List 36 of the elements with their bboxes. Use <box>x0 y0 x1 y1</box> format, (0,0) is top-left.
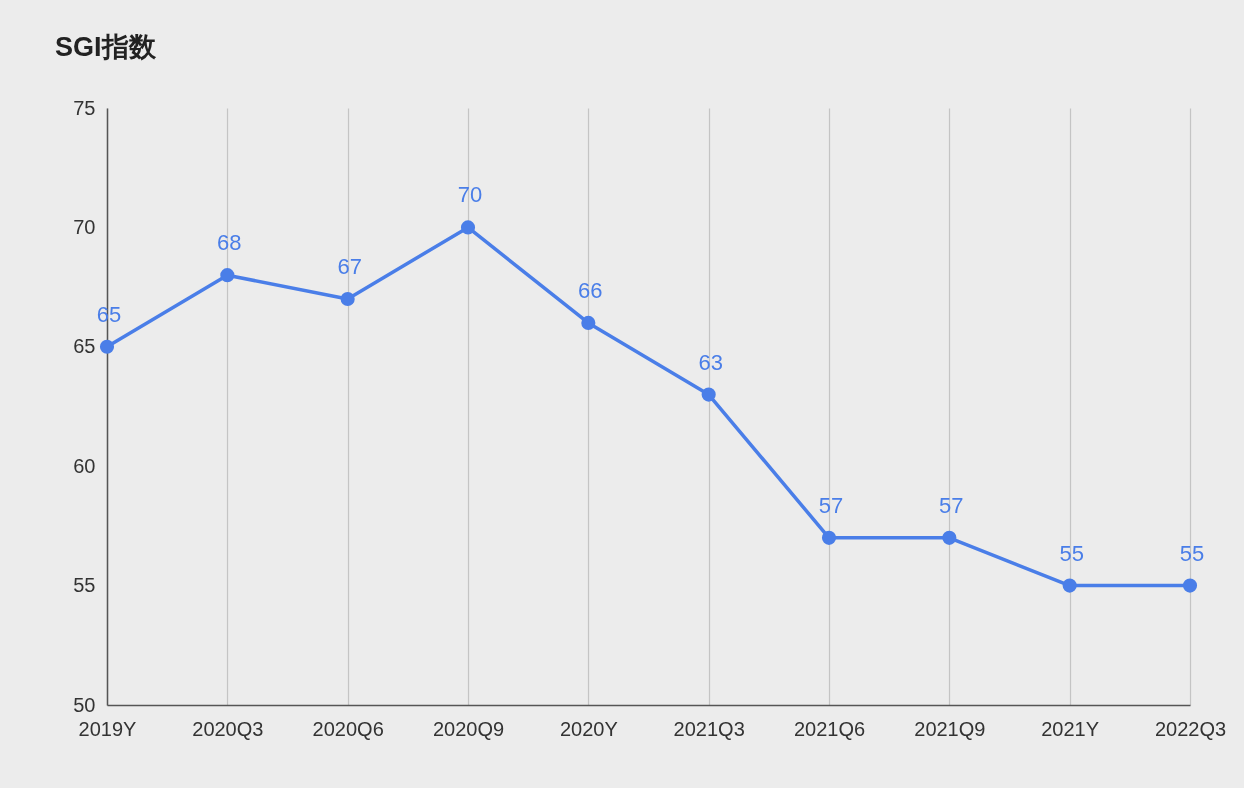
point <box>460 220 476 235</box>
data-label: 55 <box>1059 540 1084 566</box>
x-tick-label: 2022Q3 <box>1154 717 1227 740</box>
point <box>1062 578 1077 593</box>
x-tick-label: 2020Q6 <box>312 717 384 740</box>
x-tick-label: 2020Q3 <box>192 717 264 740</box>
point <box>701 387 716 402</box>
point <box>220 268 235 283</box>
y-tick-label: 75 <box>73 96 96 119</box>
data-label: 57 <box>818 492 844 518</box>
x-tick-label: 2021Q9 <box>914 717 986 740</box>
data-label: 55 <box>1179 540 1205 566</box>
data-label: 68 <box>217 230 242 256</box>
y-tick-label: 55 <box>73 574 96 597</box>
y-tick-label: 65 <box>73 335 96 358</box>
y-tick-label: 60 <box>73 454 96 477</box>
point <box>581 315 596 330</box>
point <box>942 530 957 545</box>
x-tick-label: 2019Y <box>78 717 137 740</box>
x-tick-label: 2020Q9 <box>432 717 505 740</box>
data-label: 67 <box>337 254 362 280</box>
data-label: 63 <box>698 349 723 375</box>
data-label: 66 <box>578 277 603 303</box>
x-tick-label: 2021Q6 <box>793 717 866 740</box>
data-label: 70 <box>457 182 483 208</box>
x-tick-label: 2021Q3 <box>673 717 745 740</box>
point <box>340 291 355 307</box>
data-label: 57 <box>939 492 964 518</box>
point <box>821 530 837 545</box>
y-tick-label: 50 <box>73 693 96 716</box>
x-tick-label: 2021Y <box>1041 717 1100 740</box>
y-tick-label: 70 <box>73 215 96 238</box>
point <box>1182 578 1198 593</box>
x-tick-label: 2020Y <box>559 717 618 740</box>
point <box>99 339 115 354</box>
chart-title: SGI指数 <box>55 32 157 62</box>
